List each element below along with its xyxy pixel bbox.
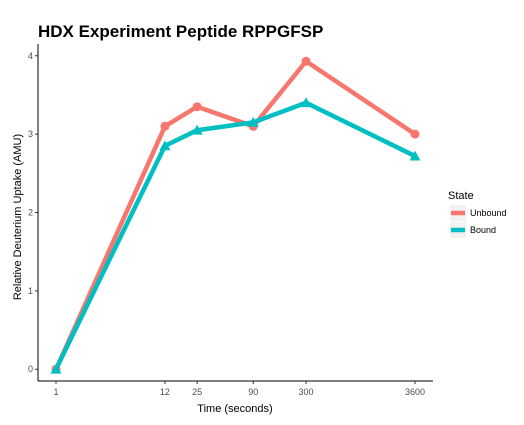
y-axis-title: Relative Deuterium Uptake (AMU) (12, 134, 24, 300)
y-tick-label: 1 (28, 286, 33, 296)
data-point-unbound (410, 129, 420, 139)
x-tick-label: 90 (248, 387, 258, 397)
data-point-unbound (301, 56, 311, 66)
data-point-bound (191, 124, 203, 135)
x-axis-title: Time (seconds) (197, 403, 272, 415)
chart-title: HDX Experiment Peptide RPPGFSP (38, 22, 323, 41)
data-point-bound (50, 363, 62, 374)
data-point-bound (300, 97, 312, 108)
x-tick-label: 25 (192, 387, 202, 397)
legend-label-bound: Bound (470, 225, 496, 235)
y-tick-label: 2 (28, 208, 33, 218)
x-tick-label: 12 (160, 387, 170, 397)
data-point-bound (247, 116, 259, 127)
data-point-unbound (160, 121, 170, 131)
series-line-bound (53, 100, 418, 372)
series-line-unbound (53, 58, 418, 372)
x-tick-label: 300 (299, 387, 314, 397)
legend-label-unbound: Unbound (470, 208, 507, 218)
x-tick-label: 3600 (405, 387, 425, 397)
legend-title: State (448, 190, 474, 202)
y-tick-label: 0 (28, 364, 33, 374)
data-point-unbound (192, 102, 202, 112)
data-point-bound (159, 140, 171, 151)
legend: State Unbound Bound (448, 190, 507, 238)
x-tick-label: 1 (53, 387, 58, 397)
y-tick-label: 4 (28, 51, 33, 61)
y-tick-label: 3 (28, 129, 33, 139)
data-point-bound (409, 150, 421, 161)
